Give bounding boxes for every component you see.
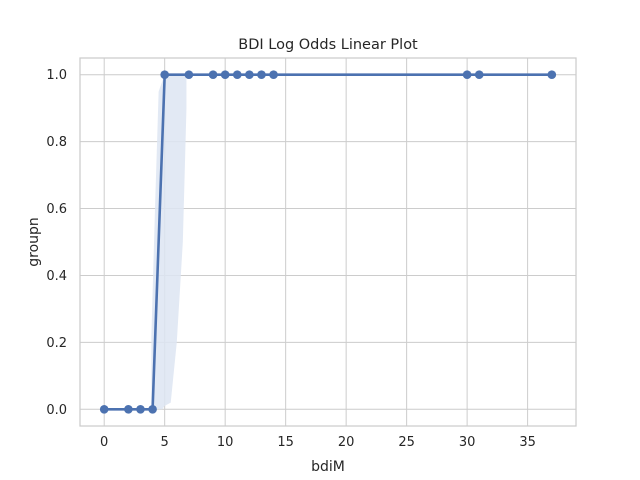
x-axis-label: bdiM [311, 459, 345, 475]
y-tick-label: 0.0 [46, 403, 67, 418]
data-point [474, 70, 484, 80]
y-tick-label: 0.4 [46, 269, 67, 284]
x-tick-label: 30 [459, 435, 476, 450]
y-axis-label: groupn [26, 217, 42, 267]
confidence-band [151, 74, 187, 410]
x-tick-label: 5 [161, 435, 169, 450]
data-point [269, 70, 278, 80]
data-point [136, 404, 145, 414]
x-tick-labels: 0 5 10 15 20 25 30 35 [100, 435, 536, 450]
chart-title: BDI Log Odds Linear Plot [238, 37, 418, 53]
x-tick-label: 10 [217, 435, 234, 450]
y-tick-labels: 0.0 0.2 0.4 0.6 0.8 1.0 [46, 68, 67, 418]
data-point [257, 70, 266, 80]
y-tick-label: 0.8 [46, 135, 67, 150]
data-point [184, 70, 194, 80]
x-tick-label: 15 [277, 435, 294, 450]
y-tick-label: 0.2 [46, 336, 67, 351]
confidence-band-group [151, 74, 187, 410]
x-tick-label: 35 [519, 435, 536, 450]
y-tick-label: 0.6 [46, 202, 67, 217]
plot-frame [79, 57, 577, 427]
x-tick-label: 20 [338, 435, 355, 450]
x-tick-label: 25 [398, 435, 415, 450]
data-point [220, 70, 230, 80]
series-group [99, 70, 557, 414]
data-point [462, 70, 472, 80]
y-tick-label: 1.0 [46, 68, 67, 83]
x-tick-label: 0 [100, 435, 108, 450]
data-point [124, 404, 133, 414]
data-point [208, 70, 218, 80]
data-point [547, 70, 557, 80]
data-point [160, 70, 169, 80]
data-point [148, 404, 157, 414]
data-point [245, 70, 254, 80]
data-point [99, 404, 109, 414]
data-point [232, 70, 242, 80]
